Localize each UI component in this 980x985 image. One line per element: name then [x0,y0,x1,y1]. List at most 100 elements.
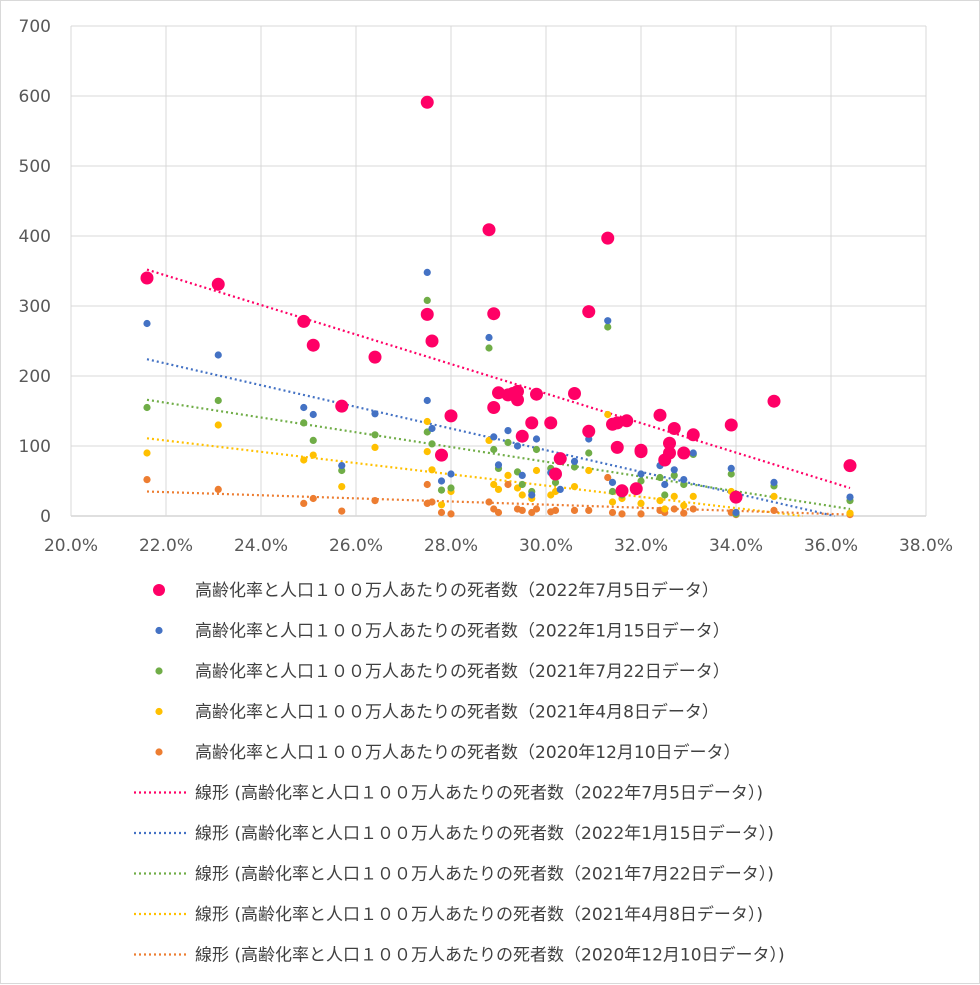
x-tick-label: 24.0% [234,536,288,556]
legend-item: 高齢化率と人口１００万人あたりの死者数（2020年12月10日データ） [155,742,741,763]
data-point [608,487,617,496]
data-point [214,421,222,429]
data-point [504,427,512,435]
data-point [689,449,697,457]
legend-marker [155,748,163,756]
data-point [637,510,645,518]
data-point [570,483,579,491]
data-point [143,403,151,412]
data-point [661,491,669,499]
data-point [423,417,431,426]
x-tick-label: 36.0% [804,536,858,556]
x-tick-label: 28.0% [424,536,478,556]
data-point [544,416,558,430]
data-point [428,466,436,474]
data-point [549,467,562,481]
legend-label: 高齢化率と人口１００万人あたりの死者数（2021年7月22日データ） [195,661,730,682]
data-point [309,410,317,419]
gridlines [70,25,927,517]
data-point [371,410,379,418]
data-point [570,506,579,514]
data-point [585,466,593,475]
legend-marker [155,626,163,635]
legend-label: 高齢化率と人口１００万人あたりの死者数（2021年4月8日データ） [195,702,719,723]
data-point [297,314,311,328]
data-point [309,436,317,444]
x-tick-label: 32.0% [614,536,668,556]
legend-item: 線形 (高齢化率と人口１００万人あたりの死者数（2021年7月22日データ）) [134,864,774,885]
data-point [608,508,617,517]
data-point [677,446,691,460]
data-point [143,319,151,328]
data-point [371,443,379,451]
data-point [309,451,317,459]
data-point [727,464,735,472]
data-point [582,305,596,319]
data-point [670,471,678,479]
x-tick-label: 38.0% [899,536,953,556]
y-tick-label: 0 [40,507,51,527]
legend-label: 高齢化率と人口１００万人あたりの死者数（2020年12月10日データ） [195,742,741,763]
data-point [423,480,431,489]
data-point [490,433,498,441]
data-point [656,473,664,482]
legend-label: 線形 (高齢化率と人口１００万人あたりの死者数（2020年12月10日データ）) [195,945,785,966]
legend-label: 線形 (高齢化率と人口１００万人あたりの死者数（2022年7月5日データ）) [195,783,763,804]
y-axis-ticks: 0 100 200 300 400 500 600 700 [19,17,51,527]
data-point [732,508,740,517]
data-point [532,505,541,513]
data-point [485,344,493,352]
data-point [494,485,503,493]
x-tick-label: 26.0% [329,536,383,556]
data-point [423,448,431,456]
data-point [570,463,579,471]
data-point [518,471,526,479]
data-point [551,506,560,514]
data-point [637,499,645,507]
y-tick-label: 200 [19,367,51,387]
legend-marker [153,584,165,596]
data-point [570,457,579,465]
data-point [846,509,854,517]
data-point [211,277,225,291]
data-point [447,484,455,492]
data-point [490,445,498,454]
data-point [309,494,317,503]
data-point [637,470,645,478]
data-point [689,505,697,513]
x-tick-label: 30.0% [519,536,573,556]
data-point [338,507,346,515]
data-point [437,501,446,509]
data-point [680,501,688,510]
data-point [585,449,593,457]
data-point [729,490,743,504]
data-point [618,510,626,518]
data-point [447,470,455,478]
data-point [585,506,593,514]
data-point [306,338,320,352]
data-point [604,317,612,325]
x-tick-label: 22.0% [139,536,193,556]
legend-label: 高齢化率と人口１００万人あたりの死者数（2022年1月15日データ） [195,621,730,642]
data-point [604,410,612,419]
data-point [556,485,564,493]
data-point [420,307,434,321]
data-point [435,448,448,462]
data-point [770,478,778,486]
data-point [143,476,151,484]
data-point [485,498,493,506]
data-point [661,505,669,513]
data-point [368,350,382,364]
y-tick-label: 700 [19,17,51,37]
data-point [437,477,446,485]
data-point [770,506,778,514]
data-point [532,435,541,443]
data-point [518,480,526,489]
data-point [528,491,536,499]
x-axis-ticks: 20.0% 22.0% 24.0% 26.0% 28.0% 30.0% 32.0% 34.0%… [44,536,953,556]
data-point [532,445,541,454]
legend-item: 高齢化率と人口１００万人あたりの死者数（2021年4月8日データ） [155,702,719,723]
data-point [670,505,678,513]
data-point [553,452,567,466]
data-point [686,428,700,442]
